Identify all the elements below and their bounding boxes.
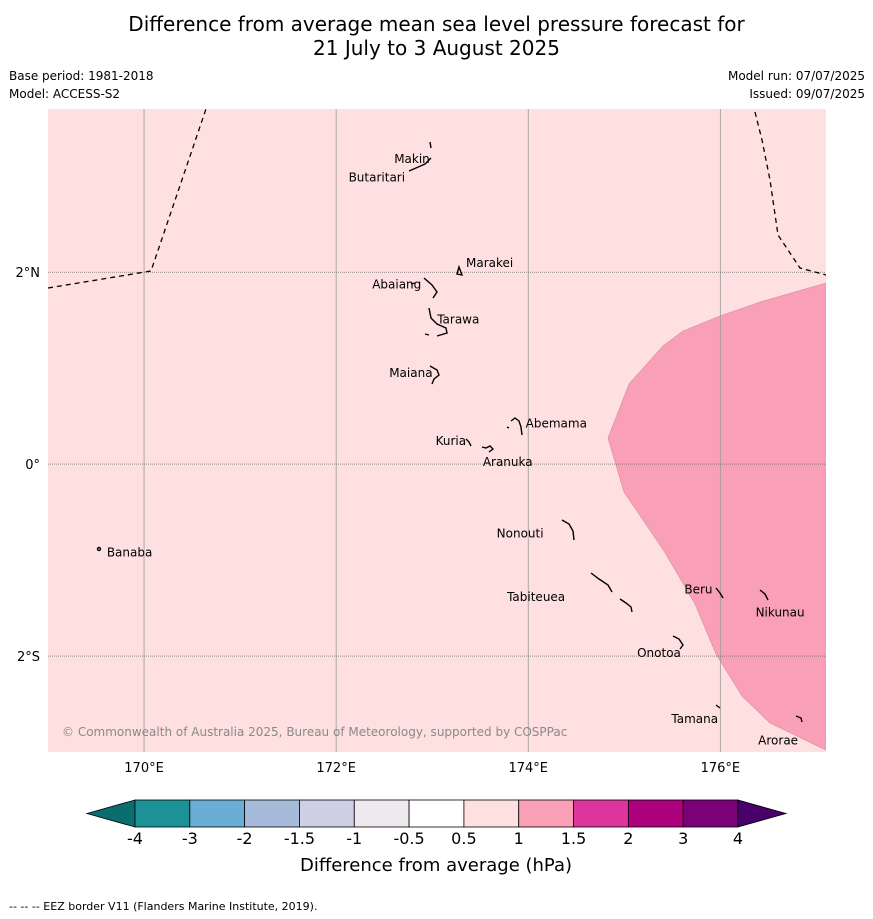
island-banaba-outline [96,546,102,552]
island-onotoa-outline [672,635,684,650]
colorbar-segment [353,799,410,828]
island-label-marakei: Marakei [466,256,513,270]
colorbar-tick-label: 4 [733,829,743,848]
colorbar-tick-label: 2 [623,829,633,848]
model-run: Model run: 07/07/2025 [727,69,865,83]
island-label-arorae: Arorae [758,733,798,747]
colorbar-label: Difference from average (hPa) [300,855,572,876]
issued-date: Issued: 09/07/2025 [749,87,865,101]
island-label-makin: Makin [394,152,430,166]
colorbar-segment [682,799,739,828]
model-name: Model: ACCESS-S2 [9,87,121,101]
chart-title: Difference from average mean sea level p… [0,12,873,60]
meta-right: Model run: 07/07/2025 Issued: 09/07/2025 [728,67,865,103]
island-beru-outline [715,587,724,599]
colorbar-segment [518,799,574,828]
colorbar-segment [627,799,684,828]
colorbar-segment [189,799,246,828]
title-line-1: Difference from average mean sea level p… [128,12,745,36]
colorbar-tick-label: -3 [182,829,198,848]
colorbar-segment [134,799,191,828]
island-label-beru: Beru [684,583,712,597]
colorbar-extend-low [85,799,136,828]
colorbar-segment [244,799,300,828]
island-label-banaba: Banaba [107,546,153,560]
axis-labels: 170°E 172°E 174°E 176°E 2°N 0° 2°S [16,266,741,776]
colorbar-tick-label: -1.5 [284,829,315,848]
island-maiana-outline [429,365,440,385]
island-nikunau-outline [759,589,769,601]
island-label-nikunau: Nikunau [756,606,805,620]
footer-note: -- -- -- EEZ border V11 (Flanders Marine… [9,900,318,913]
colorbar: -4 -3 -2 -1.5 -1 -0.5 0.5 1 1.5 2 3 4 [85,799,788,848]
meta-left: Base period: 1981-2018 Model: ACCESS-S2 [9,67,154,103]
colorbar-tick-label: 3 [678,829,688,848]
colorbar-tick-label: -2 [237,829,253,848]
title-line-2: 21 July to 3 August 2025 [313,36,560,60]
colorbar-tick-label: -4 [127,829,143,848]
lon-tick-label: 172°E [316,761,356,776]
pressure-anomaly-region [607,282,826,751]
map-plot-area: Makin Butaritari Marakei Abaiang Tarawa Maian… [48,109,826,752]
lat-tick-label: 2°N [16,266,41,281]
island-label-nonouti: Nonouti [497,526,544,540]
island-makin-outline [429,141,432,149]
island-marakei-outline [456,264,464,276]
island-kuria-outline [465,438,472,447]
colorbar-tick-label: -0.5 [393,829,424,848]
lat-tick-label: 0° [25,458,40,473]
lon-tick-label: 176°E [701,761,741,776]
colorbar-tick-label: -1 [346,829,362,848]
island-label-aranuka: Aranuka [483,455,533,469]
island-label-tamana: Tamana [670,712,718,726]
colorbar-tick-label: 1 [514,829,524,848]
colorbar-tick-label: 1.5 [561,829,586,848]
copyright-notice: © Commonwealth of Australia 2025, Bureau… [62,725,567,739]
island-abaiang-outline [410,277,438,299]
island-aranuka-outline [481,445,495,453]
island-abemama-outline [506,417,523,436]
island-label-tarawa: Tarawa [436,313,479,327]
lon-tick-label: 170°E [124,761,164,776]
island-arorae-outline [795,715,803,723]
island-label-maiana: Maiana [389,366,432,380]
island-tabiteuea-outline [590,572,633,613]
eez-border-west [48,109,207,289]
lat-tick-label: 2°S [17,650,40,665]
colorbar-segment [463,799,520,828]
island-label-butaritari: Butaritari [349,170,406,184]
island-labels: Makin Butaritari Marakei Abaiang Tarawa Maian… [107,152,805,747]
lon-tick-label: 174°E [508,761,548,776]
island-outlines [96,141,803,723]
graticule [48,109,826,752]
island-butaritari-outline [408,157,432,172]
colorbar-segment [299,799,355,828]
island-tamana-outline [715,704,721,709]
base-period: Base period: 1981-2018 [9,69,154,83]
island-label-tabiteuea: Tabiteuea [506,590,565,604]
island-label-abemama: Abemama [526,417,587,431]
island-nonouti-outline [561,519,575,541]
island-label-onotoa: Onotoa [637,646,681,660]
colorbar-segment [408,799,465,828]
island-label-abaiang: Abaiang [372,278,421,292]
colorbar-segment [573,799,629,828]
island-tarawa-outline [424,307,448,337]
colorbar-tick-label: 0.5 [451,829,476,848]
colorbar-extend-high [737,799,788,828]
island-label-kuria: Kuria [436,434,467,448]
